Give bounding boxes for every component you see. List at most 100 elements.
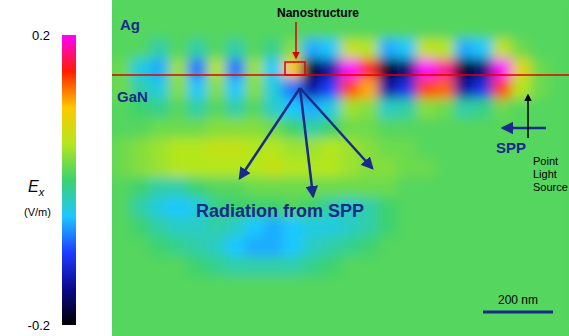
- cell: [397, 237, 417, 258]
- radiation-arrow: [300, 88, 313, 196]
- cell: [188, 138, 208, 159]
- cell: [511, 0, 531, 20]
- cell: [283, 138, 303, 159]
- cell: [397, 217, 417, 238]
- cell: [435, 296, 455, 317]
- cell: [321, 138, 341, 159]
- cell: [473, 217, 493, 238]
- cell: [321, 177, 341, 198]
- cell: [340, 316, 360, 336]
- cell: [397, 39, 417, 60]
- cell: [283, 39, 303, 60]
- cell: [150, 79, 170, 100]
- cell: [207, 296, 227, 317]
- cell: [378, 0, 398, 20]
- cell: [188, 158, 208, 179]
- cell: [207, 19, 227, 40]
- cell: [492, 0, 512, 20]
- cell: [207, 177, 227, 198]
- cell: [530, 98, 550, 119]
- cell: [359, 256, 379, 277]
- cell: [264, 158, 284, 179]
- cell: [454, 79, 474, 100]
- cell: [530, 39, 550, 60]
- cell: [226, 138, 246, 159]
- cell: [131, 158, 151, 179]
- colorbar-tick: -0.2: [28, 318, 62, 333]
- cell: [264, 256, 284, 277]
- field-background: [112, 0, 569, 336]
- cell: [473, 19, 493, 40]
- cell: [226, 256, 246, 277]
- cell: [435, 59, 455, 80]
- cell: [378, 98, 398, 119]
- cell: [511, 177, 531, 198]
- cell: [245, 98, 265, 119]
- cell: [549, 316, 569, 336]
- cell: [416, 79, 436, 100]
- cell: [492, 316, 512, 336]
- cell: [207, 256, 227, 277]
- cell: [473, 98, 493, 119]
- cell: [321, 79, 341, 100]
- cell: [302, 316, 322, 336]
- cell: [340, 19, 360, 40]
- cell: [549, 296, 569, 317]
- cell: [473, 59, 493, 80]
- cell: [150, 296, 170, 317]
- field-cells: [112, 0, 569, 336]
- cell: [169, 296, 189, 317]
- cell: [511, 256, 531, 277]
- cell: [169, 256, 189, 277]
- cell: [131, 237, 151, 258]
- cell: [416, 59, 436, 80]
- cell: [150, 98, 170, 119]
- cell: [226, 39, 246, 60]
- cell: [131, 197, 151, 218]
- cell: [511, 217, 531, 238]
- cell: [302, 158, 322, 179]
- cell: [378, 79, 398, 100]
- cell: [283, 118, 303, 139]
- cell: [435, 39, 455, 60]
- cell: [378, 217, 398, 238]
- cell: [321, 39, 341, 60]
- cell: [473, 237, 493, 258]
- cell: [321, 276, 341, 297]
- cell: [397, 138, 417, 159]
- cell: [226, 118, 246, 139]
- cell: [416, 197, 436, 218]
- cell: [321, 19, 341, 40]
- cell: [473, 118, 493, 139]
- cell: [112, 316, 132, 336]
- cell: [321, 316, 341, 336]
- cell: [245, 59, 265, 80]
- cell: [435, 0, 455, 20]
- cell: [131, 177, 151, 198]
- cell: [378, 197, 398, 218]
- cell: [378, 138, 398, 159]
- cell: [530, 19, 550, 40]
- cell: [511, 59, 531, 80]
- cell: [435, 177, 455, 198]
- cell: [359, 19, 379, 40]
- field: [112, 0, 569, 336]
- cell: [454, 217, 474, 238]
- cell: [549, 0, 569, 20]
- cell: [435, 256, 455, 277]
- cell: [226, 98, 246, 119]
- cell: [359, 79, 379, 100]
- cell: [321, 158, 341, 179]
- cell: [454, 59, 474, 80]
- cell: [131, 217, 151, 238]
- cell: [359, 177, 379, 198]
- cell: [245, 256, 265, 277]
- cell: [321, 256, 341, 277]
- cell: [492, 79, 512, 100]
- cell: [397, 197, 417, 218]
- source-label: Light: [533, 168, 557, 180]
- cell: [207, 39, 227, 60]
- nanostructure-arrow: [295, 22, 297, 58]
- radiation-arrow: [300, 88, 372, 168]
- cell: [492, 59, 512, 80]
